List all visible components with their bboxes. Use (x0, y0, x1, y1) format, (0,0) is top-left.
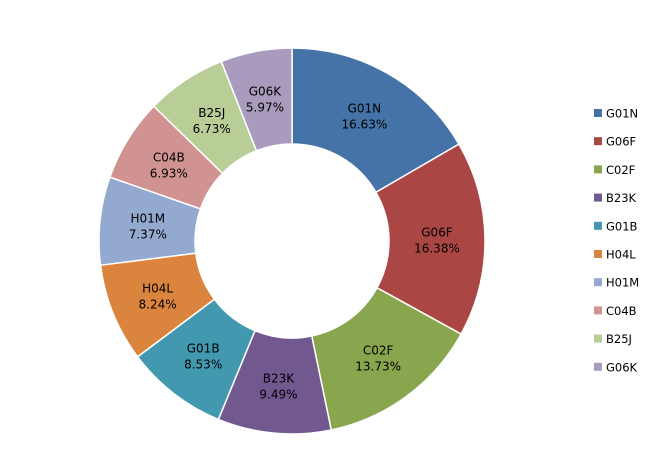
legend-item-b25j: B25J (594, 332, 632, 346)
legend-label: H01M (606, 276, 639, 290)
legend-label: G01B (606, 219, 638, 233)
legend-swatch (594, 109, 602, 117)
legend-item-g06k: G06K (594, 360, 638, 374)
slice-category-label: C04B (153, 151, 185, 165)
slice-label-h04l: H04L 8.24% (139, 281, 177, 311)
slice-category-label: B23K (263, 371, 296, 385)
slice-value-label: 5.97% (246, 101, 284, 115)
slice-category-label: G06K (249, 85, 283, 99)
slice-label-h01m: H01M 7.37% (129, 212, 167, 242)
slice-category-label: H01M (130, 212, 165, 226)
slice-label-c04b: C04B 6.93% (150, 151, 188, 181)
slice-label-g06f: G06F 16.38% (414, 225, 460, 255)
legend-swatch (594, 137, 602, 146)
legend-item-h04l: H04L (594, 248, 636, 262)
slice-value-label: 6.73% (193, 122, 231, 136)
slice-g06f (374, 143, 486, 336)
donut-slices (98, 47, 486, 435)
slice-g06k (220, 47, 293, 152)
legend-label: G06F (606, 135, 636, 149)
legend-label: H04L (606, 248, 636, 262)
slice-value-label: 7.37% (129, 228, 167, 242)
legend-item-g06f: G06F (594, 135, 636, 149)
slice-label-g06k: G06K 5.97% (246, 85, 284, 115)
legend-item-b23k: B23K (594, 191, 637, 205)
slice-label-g01n: G01N 16.63% (341, 101, 387, 131)
slice-label-g01b: G01B 8.53% (184, 342, 222, 372)
slice-value-label: 16.38% (414, 241, 460, 255)
slice-category-label: G01B (187, 342, 220, 356)
legend-swatch (594, 250, 602, 258)
slice-category-label: B25J (198, 106, 225, 120)
slice-value-label: 6.93% (150, 167, 188, 181)
legend-item-c04b: C04B (594, 304, 637, 318)
slice-labels: G01N 16.63% G06F 16.38% C02F 13.73% B23K 9.49% G… (129, 85, 460, 402)
slice-category-label: G06F (421, 225, 453, 239)
legend-swatch (594, 278, 602, 287)
slice-value-label: 16.63% (341, 117, 387, 131)
legend-swatch (594, 165, 602, 174)
legend-label: B25J (606, 332, 632, 346)
slice-category-label: C02F (363, 344, 394, 358)
legend-label: G01N (606, 107, 638, 121)
slice-value-label: 9.49% (259, 387, 297, 401)
slice-label-c02f: C02F 13.73% (355, 344, 401, 374)
legend-swatch (594, 362, 602, 371)
legend-label: G06K (606, 360, 638, 374)
legend-item-g01b: G01B (594, 219, 638, 233)
slice-value-label: 8.24% (139, 297, 177, 311)
legend-label: C02F (606, 163, 635, 177)
slice-g01n (291, 47, 460, 194)
legend-swatch (594, 193, 602, 202)
slice-value-label: 13.73% (355, 360, 401, 374)
legend-label: B23K (606, 191, 637, 205)
slice-category-label: G01N (348, 101, 382, 115)
slice-label-b23k: B23K 9.49% (259, 371, 297, 401)
legend-item-c02f: C02F (594, 163, 635, 177)
slice-category-label: H04L (142, 281, 173, 295)
legend: G01N G06F C02F B23K G01B H04L H01M C04B B25J G06K (594, 107, 639, 374)
legend-swatch (594, 306, 602, 315)
legend-item-h01m: H01M (594, 276, 639, 290)
legend-swatch (594, 334, 602, 343)
legend-item-g01n: G01N (594, 107, 638, 121)
legend-swatch (594, 221, 602, 230)
slice-label-b25j: B25J 6.73% (193, 106, 231, 136)
slice-value-label: 8.53% (184, 358, 222, 372)
legend-label: C04B (606, 304, 637, 318)
